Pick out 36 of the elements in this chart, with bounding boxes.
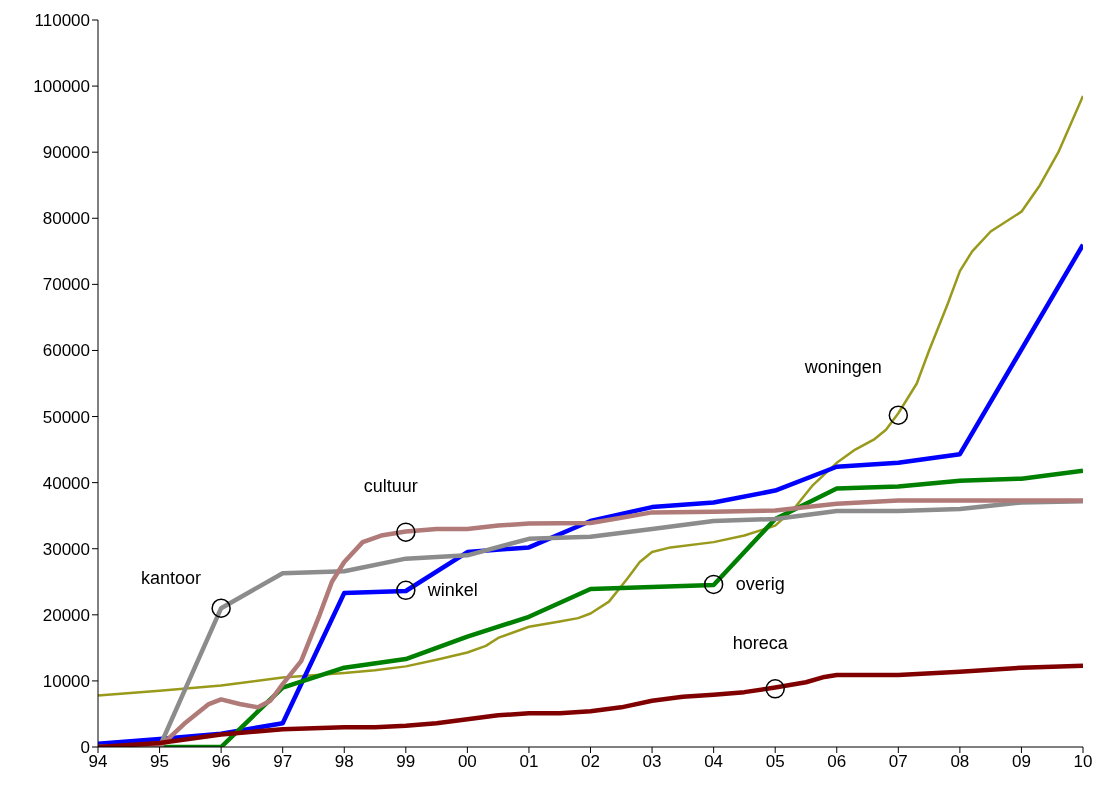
x-tick-label: 98 <box>334 752 354 772</box>
y-tick-label: 90000 <box>42 143 90 163</box>
y-tick-label: 50000 <box>42 407 90 427</box>
x-tick-label: 10 <box>1073 752 1093 772</box>
annotation: overig <box>735 574 785 595</box>
x-tick-label: 04 <box>704 752 724 772</box>
y-tick-label: 60000 <box>42 341 90 361</box>
annotation: horeca <box>732 632 789 653</box>
x-tick-label: 07 <box>888 752 908 772</box>
y-tick-label: 10000 <box>42 671 90 691</box>
x-tick-label: 05 <box>765 752 785 772</box>
annotation: winkel <box>426 580 478 601</box>
x-tick-label: 08 <box>950 752 970 772</box>
x-tick-label: 94 <box>88 752 108 772</box>
x-tick-label: 03 <box>642 752 662 772</box>
y-tick-label: 80000 <box>42 209 90 229</box>
y-tick-label: 0 <box>80 738 90 758</box>
annotation: cultuur <box>363 476 418 497</box>
x-tick-label: 02 <box>581 752 600 772</box>
y-tick-label: 70000 <box>42 275 90 295</box>
y-tick-label: 20000 <box>42 605 90 625</box>
x-tick-label: 06 <box>827 752 847 772</box>
x-tick-label: 00 <box>457 752 477 772</box>
annotation: woningen <box>803 357 882 378</box>
x-tick-label: 96 <box>211 752 231 772</box>
x-tick-label: 97 <box>273 752 293 772</box>
y-tick-label: 110000 <box>34 11 90 31</box>
x-tick-label: 99 <box>396 752 416 772</box>
line-series <box>98 94 1083 697</box>
x-tick-label: 95 <box>150 752 170 772</box>
y-tick-label: 100000 <box>33 77 90 97</box>
y-tick-label: 30000 <box>42 539 90 559</box>
x-tick-label: 01 <box>519 752 539 772</box>
y-tick-label: 40000 <box>42 473 90 493</box>
x-tick-label: 09 <box>1011 752 1031 772</box>
annotation: kantoor <box>141 568 202 589</box>
